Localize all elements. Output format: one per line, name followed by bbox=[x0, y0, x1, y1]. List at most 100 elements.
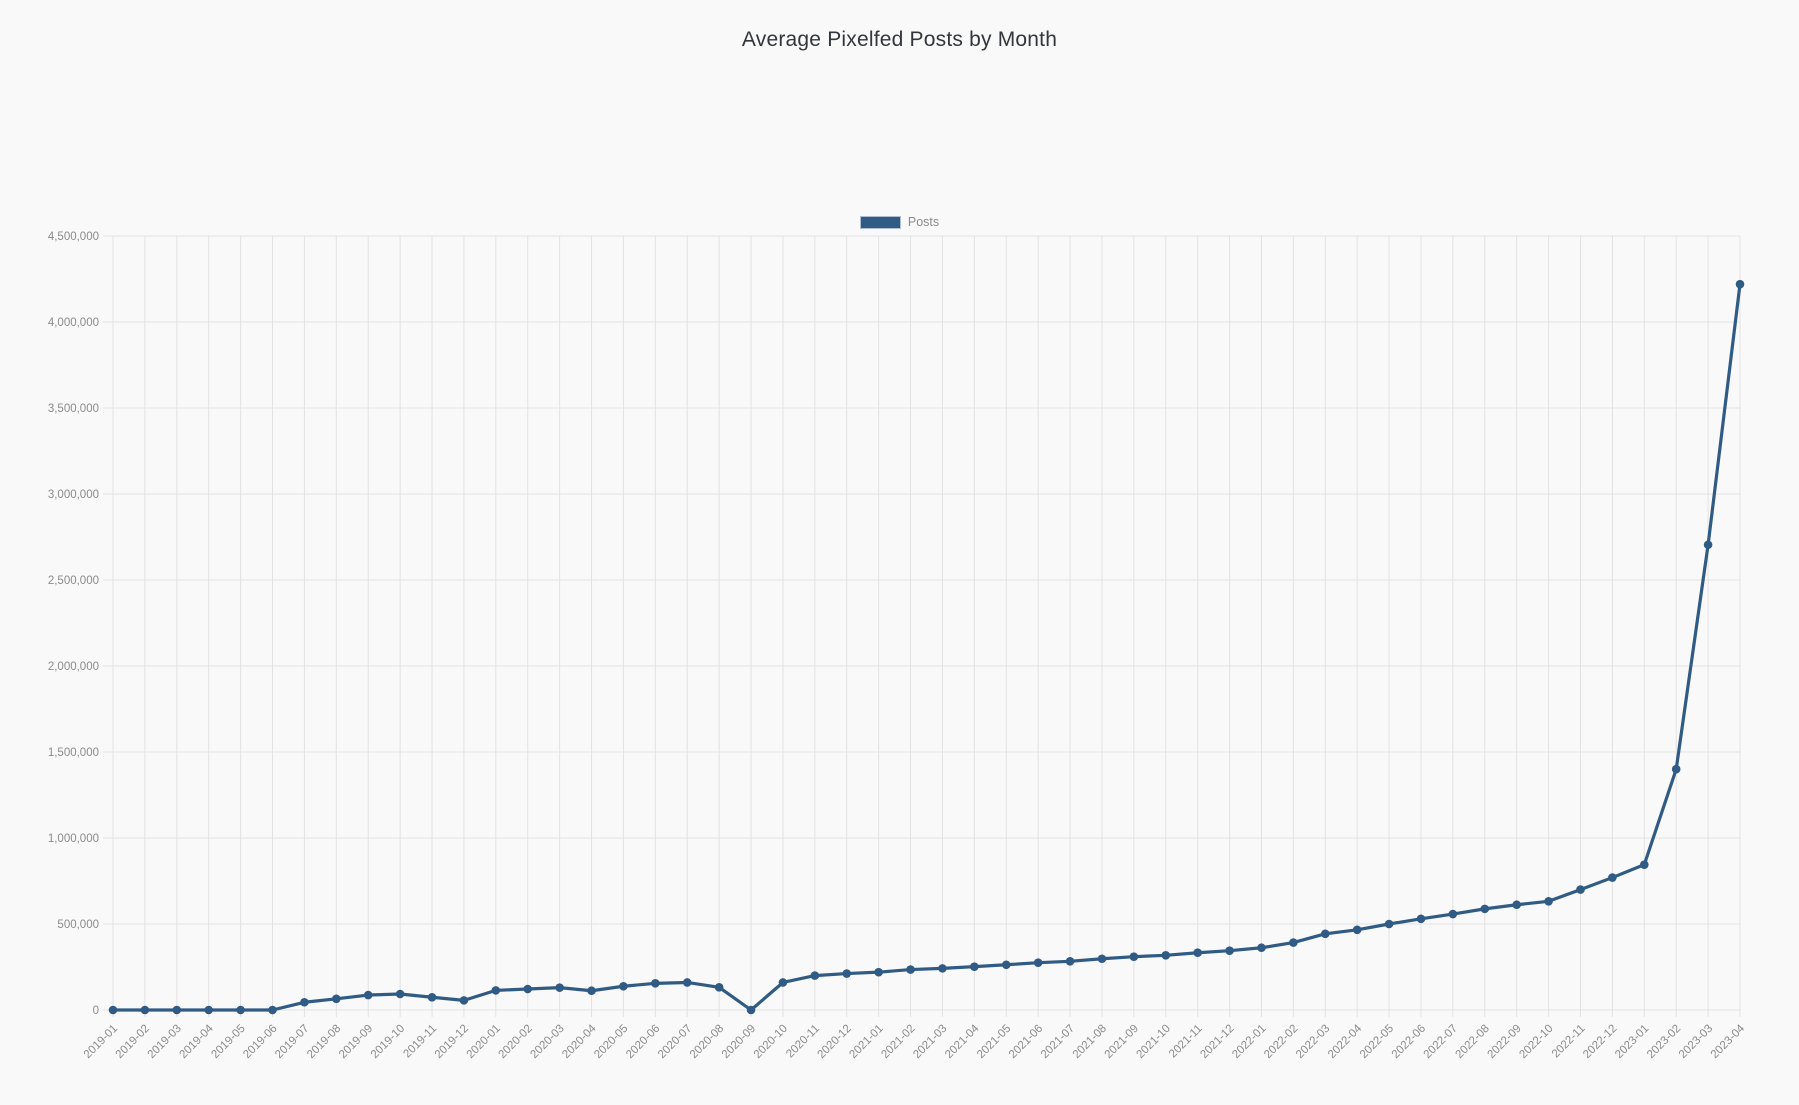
legend-swatch bbox=[859, 215, 901, 229]
data-point bbox=[1639, 860, 1649, 869]
y-tick-label: 2,000,000 bbox=[48, 661, 99, 673]
x-tick-label: 2020-07 bbox=[656, 1023, 694, 1061]
x-tick-label: 2023-02 bbox=[1645, 1023, 1683, 1061]
data-point bbox=[108, 1005, 118, 1015]
data-point bbox=[1257, 943, 1266, 953]
x-tick-label: 2019-11 bbox=[401, 1023, 439, 1061]
x-tick-label: 2022-03 bbox=[1294, 1023, 1332, 1061]
data-point bbox=[682, 978, 692, 987]
x-tick-label: 2023-04 bbox=[1709, 1022, 1748, 1061]
x-tick-label: 2019-01 bbox=[82, 1023, 120, 1061]
x-tick-label: 2020-05 bbox=[592, 1023, 630, 1061]
x-tick-label: 2021-05 bbox=[975, 1023, 1013, 1061]
x-tick-label: 2021-11 bbox=[1167, 1023, 1205, 1061]
data-point bbox=[1384, 919, 1394, 929]
data-point bbox=[746, 1005, 756, 1015]
x-tick-label: 2022-04 bbox=[1326, 1022, 1365, 1061]
data-point bbox=[1225, 946, 1234, 955]
x-tick-label: 2022-07 bbox=[1422, 1023, 1460, 1061]
y-tick-label: 1,500,000 bbox=[48, 747, 99, 759]
data-point bbox=[172, 1005, 182, 1015]
x-tick-label: 2022-01 bbox=[1230, 1023, 1268, 1061]
x-tick-label: 2019-12 bbox=[433, 1023, 471, 1061]
data-point bbox=[1608, 873, 1617, 882]
x-tick-label: 2022-11 bbox=[1550, 1023, 1588, 1061]
series-line bbox=[111, 282, 1742, 1012]
data-point bbox=[523, 984, 533, 994]
legend: Posts bbox=[0, 215, 1799, 229]
data-point bbox=[874, 967, 883, 977]
data-point bbox=[1289, 938, 1298, 947]
data-point bbox=[1671, 764, 1681, 774]
x-tick-label: 2022-05 bbox=[1358, 1023, 1396, 1061]
data-point bbox=[1001, 960, 1011, 970]
x-tick-label: 2019-02 bbox=[114, 1023, 152, 1061]
x-tick-label: 2023-03 bbox=[1677, 1023, 1715, 1061]
data-point bbox=[1352, 925, 1362, 935]
data-point bbox=[714, 982, 724, 992]
data-point bbox=[778, 978, 788, 987]
data-point bbox=[1480, 904, 1490, 914]
legend-label: Posts bbox=[907, 214, 940, 229]
data-point bbox=[1320, 929, 1330, 939]
data-point bbox=[810, 971, 820, 980]
data-point bbox=[1448, 909, 1458, 919]
x-tick-label: 2020-09 bbox=[720, 1023, 758, 1061]
x-tick-label: 2021-02 bbox=[879, 1023, 917, 1061]
x-tick-label: 2021-10 bbox=[1135, 1023, 1173, 1061]
data-point bbox=[1161, 951, 1171, 960]
x-tick-label: 2020-06 bbox=[624, 1023, 662, 1061]
data-point bbox=[1576, 885, 1585, 894]
data-point bbox=[1129, 952, 1139, 961]
data-point bbox=[236, 1005, 245, 1015]
y-tick-label: 500,000 bbox=[57, 919, 99, 931]
x-tick-label: 2019-03 bbox=[146, 1023, 184, 1061]
data-point bbox=[651, 979, 660, 988]
y-tick-label: 3,000,000 bbox=[48, 489, 99, 501]
data-point bbox=[300, 997, 309, 1007]
x-tick-label: 2021-01 bbox=[847, 1023, 885, 1061]
x-tick-label: 2022-08 bbox=[1454, 1023, 1492, 1061]
y-tick-label: 2,500,000 bbox=[48, 575, 99, 587]
x-tick-label: 2022-10 bbox=[1517, 1023, 1555, 1061]
x-tick-label: 2019-09 bbox=[337, 1023, 375, 1061]
data-point bbox=[1703, 540, 1713, 550]
x-tick-label: 2019-04 bbox=[177, 1022, 216, 1061]
data-point bbox=[842, 969, 852, 978]
data-point bbox=[1735, 279, 1745, 289]
x-tick-label: 2019-06 bbox=[241, 1023, 279, 1061]
x-tick-label: 2020-08 bbox=[688, 1023, 726, 1061]
x-tick-label: 2020-03 bbox=[528, 1023, 566, 1061]
y-tick-label: 4,000,000 bbox=[48, 317, 99, 329]
x-tick-label: 2021-06 bbox=[1007, 1023, 1045, 1061]
x-tick-label: 2019-05 bbox=[209, 1023, 247, 1061]
data-point bbox=[587, 986, 596, 996]
data-point bbox=[970, 962, 979, 971]
data-point bbox=[1065, 957, 1075, 966]
data-point bbox=[1033, 958, 1043, 967]
x-tick-label: 2020-04 bbox=[560, 1022, 599, 1061]
data-point bbox=[268, 1005, 277, 1015]
data-point bbox=[555, 983, 564, 992]
data-point bbox=[938, 964, 947, 973]
x-tick-label: 2021-12 bbox=[1198, 1023, 1236, 1061]
x-tick-label: 2022-09 bbox=[1485, 1023, 1523, 1061]
x-tick-label: 2020-10 bbox=[752, 1023, 790, 1061]
data-point bbox=[427, 992, 437, 1002]
x-tick-label: 2022-06 bbox=[1390, 1023, 1428, 1061]
x-tick-label: 2022-02 bbox=[1262, 1023, 1300, 1061]
data-point bbox=[1416, 914, 1426, 924]
x-tick-label: 2019-10 bbox=[369, 1023, 407, 1061]
y-tick-label: 1,000,000 bbox=[48, 833, 99, 845]
data-point bbox=[906, 965, 915, 974]
data-point bbox=[395, 989, 405, 999]
x-tick-label: 2020-02 bbox=[497, 1023, 535, 1061]
y-tick-label: 3,500,000 bbox=[48, 403, 99, 415]
data-point bbox=[491, 986, 501, 995]
y-tick-label: 0 bbox=[93, 1005, 99, 1017]
data-point bbox=[1097, 954, 1107, 964]
x-tick-label: 2019-08 bbox=[305, 1023, 343, 1061]
x-tick-label: 2021-07 bbox=[1039, 1023, 1077, 1061]
